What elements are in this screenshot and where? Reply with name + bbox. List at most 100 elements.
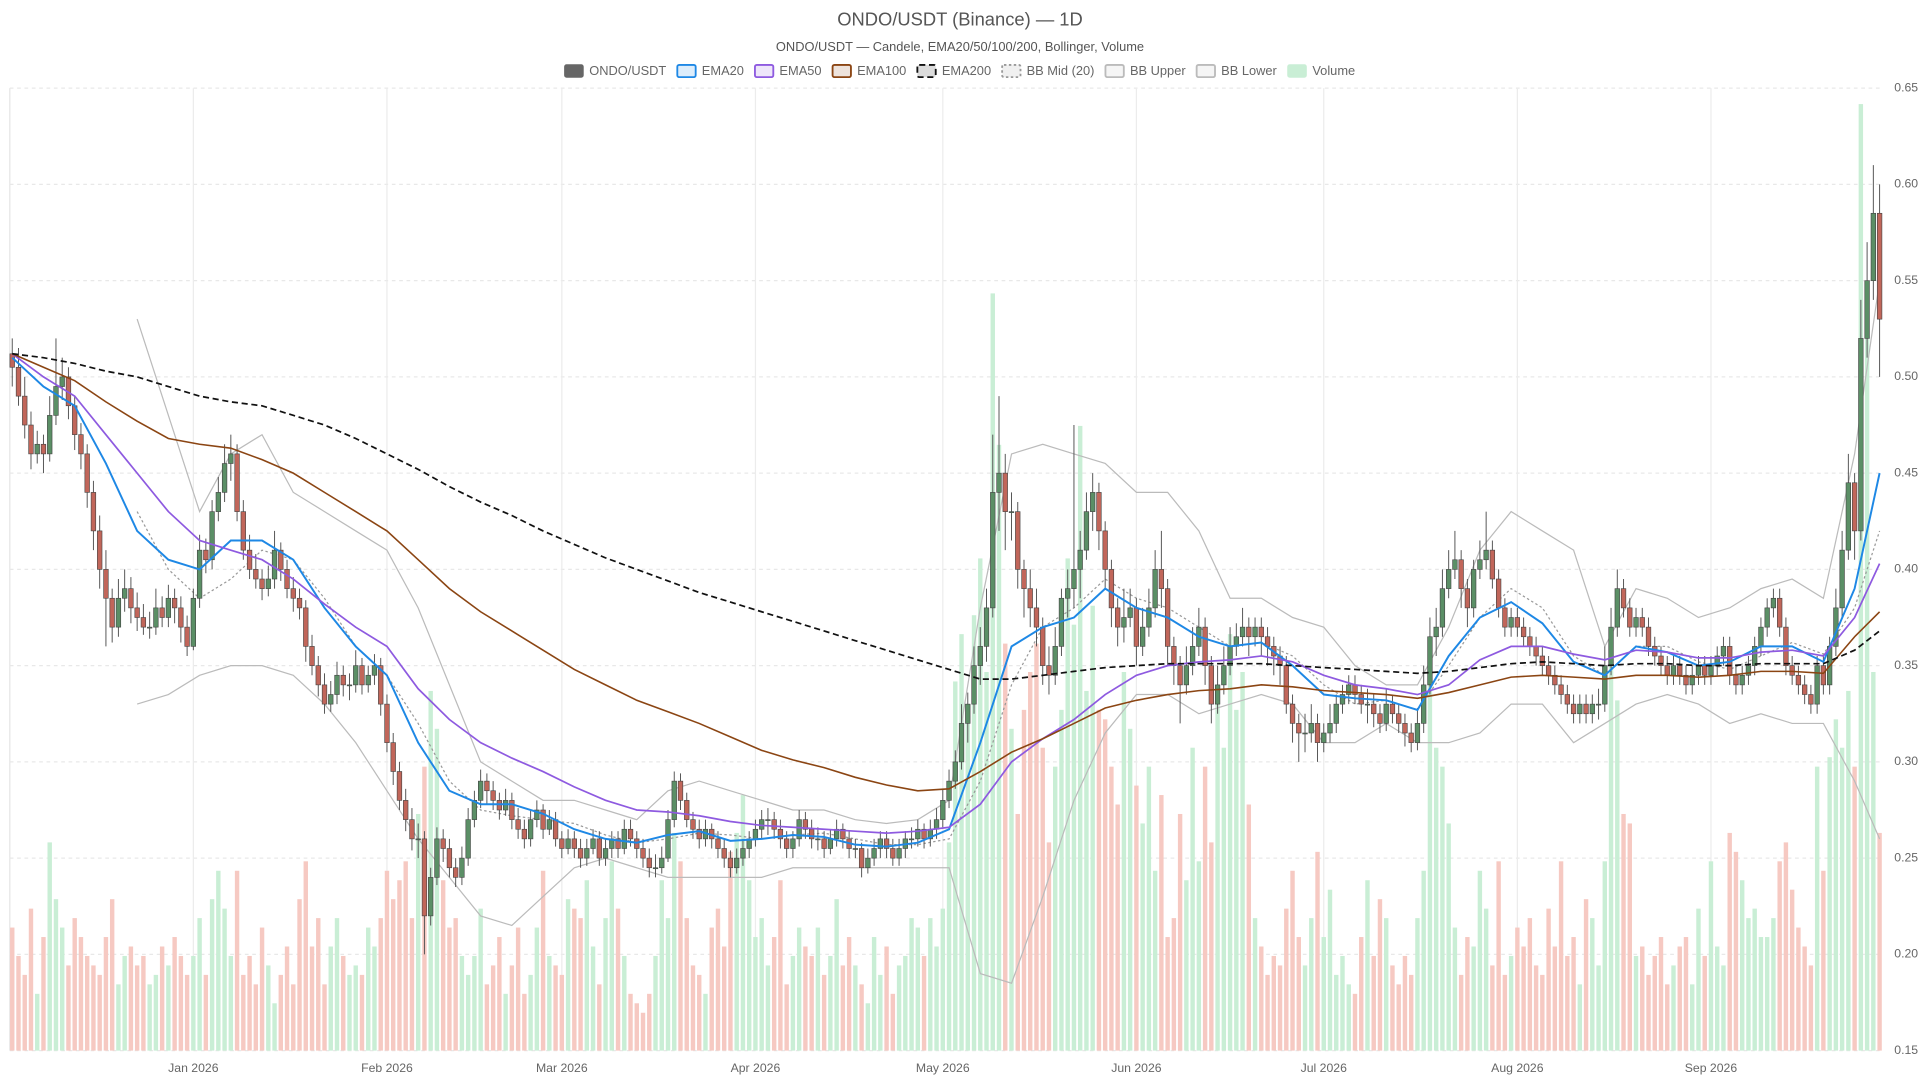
candle-body xyxy=(1483,549,1489,561)
volume-bar xyxy=(1671,965,1676,1051)
volume-bar xyxy=(715,908,721,1051)
candle-body xyxy=(640,848,646,859)
candle-body xyxy=(1252,626,1258,638)
candle-body xyxy=(740,848,746,859)
volume-bar xyxy=(765,965,771,1051)
candle-body xyxy=(1308,723,1314,734)
volume-bar xyxy=(1090,605,1095,1051)
candle-body xyxy=(1508,617,1514,628)
candle-body xyxy=(977,646,983,666)
volume-bar xyxy=(1115,804,1120,1051)
candle-body xyxy=(965,703,971,724)
candle-body xyxy=(1745,665,1752,676)
volume-bar xyxy=(1577,984,1583,1051)
volume-bar xyxy=(1839,747,1845,1051)
volume-bar xyxy=(1265,974,1270,1051)
candle-body xyxy=(53,386,59,416)
volume-bar xyxy=(790,955,796,1051)
candle-body xyxy=(665,819,671,859)
candle-body xyxy=(1289,703,1296,724)
candle-body xyxy=(378,665,384,705)
volume-bar xyxy=(341,955,346,1051)
candle-body xyxy=(890,848,896,859)
volume-bar xyxy=(1796,927,1801,1051)
volume-bar xyxy=(690,965,696,1051)
candle-body xyxy=(1140,626,1146,647)
legend-label: ONDO/USDT xyxy=(589,63,666,78)
volume-bar xyxy=(1227,634,1233,1051)
volume-bar xyxy=(1384,918,1389,1051)
candle-body xyxy=(1808,694,1814,705)
candle-body xyxy=(1364,703,1371,706)
volume-bar xyxy=(1490,965,1495,1051)
candle-body xyxy=(1702,665,1708,676)
candle-body xyxy=(203,549,209,561)
candle-body xyxy=(659,857,665,869)
candle-body xyxy=(1708,665,1714,676)
volume-bar xyxy=(1733,851,1739,1051)
volume-bar xyxy=(1290,870,1295,1051)
candle-body xyxy=(727,857,734,869)
volume-bar xyxy=(653,955,658,1051)
volume-bar xyxy=(1134,785,1139,1051)
candle-body xyxy=(1333,703,1339,724)
candle-body xyxy=(215,492,221,512)
candle-body xyxy=(115,597,122,628)
x-tick-label: Jun 2026 xyxy=(1111,1061,1162,1075)
volume-bar xyxy=(91,965,96,1051)
volume-bar xyxy=(1202,766,1208,1051)
volume-bar xyxy=(353,965,358,1051)
volume-bar xyxy=(846,937,852,1051)
candle-body xyxy=(415,838,421,841)
candle-body xyxy=(1321,732,1327,743)
candle-body xyxy=(434,838,440,878)
candle-body xyxy=(1158,569,1165,589)
volume-bar xyxy=(1359,937,1364,1051)
volume-bar xyxy=(940,908,945,1051)
candle-body xyxy=(1027,588,1033,609)
volume-bar xyxy=(16,955,21,1051)
volume-bar xyxy=(1196,861,1202,1051)
volume-bar xyxy=(1053,766,1058,1051)
bollinger-line xyxy=(136,665,1881,985)
candle-body xyxy=(971,665,977,705)
candle-body xyxy=(1495,578,1502,609)
candle-body xyxy=(1346,684,1352,695)
volume-bar xyxy=(10,927,15,1051)
chart-title: ONDO/USDT (Binance) — 1D xyxy=(837,9,1083,30)
candle-body xyxy=(621,828,627,849)
candle-body xyxy=(40,443,47,455)
candles xyxy=(9,165,1883,955)
volume-bar xyxy=(1727,832,1732,1051)
volume-bar xyxy=(284,946,290,1051)
volume-bar xyxy=(153,974,159,1051)
volume-bar xyxy=(578,918,583,1051)
candle-body xyxy=(809,828,815,840)
volume-bar xyxy=(809,955,814,1051)
candle-body xyxy=(478,780,484,801)
candle-body xyxy=(940,800,946,820)
legend-label: EMA200 xyxy=(942,63,991,78)
candle-body xyxy=(752,828,759,840)
x-tick-label: May 2026 xyxy=(916,1061,970,1075)
legend-label: Volume xyxy=(1312,63,1355,78)
volume-bar xyxy=(1677,946,1682,1051)
candle-body xyxy=(59,376,65,387)
candle-body xyxy=(696,828,702,840)
candle-body xyxy=(1002,472,1008,512)
volume-bar xyxy=(1371,955,1376,1051)
volume-bar xyxy=(1184,880,1189,1051)
candle-body xyxy=(1327,723,1333,734)
candle-body xyxy=(365,674,371,686)
candle-body xyxy=(459,857,465,878)
ema-line xyxy=(11,353,1881,835)
volume-bar xyxy=(116,984,121,1051)
candle-body xyxy=(1214,684,1221,705)
candle-body xyxy=(871,848,877,859)
candle-body xyxy=(1258,626,1264,638)
candle-body xyxy=(1414,723,1421,743)
volume-bar xyxy=(553,965,558,1051)
legend-swatch xyxy=(831,63,852,79)
volume-bar xyxy=(1608,653,1614,1051)
candle-body xyxy=(671,780,677,820)
